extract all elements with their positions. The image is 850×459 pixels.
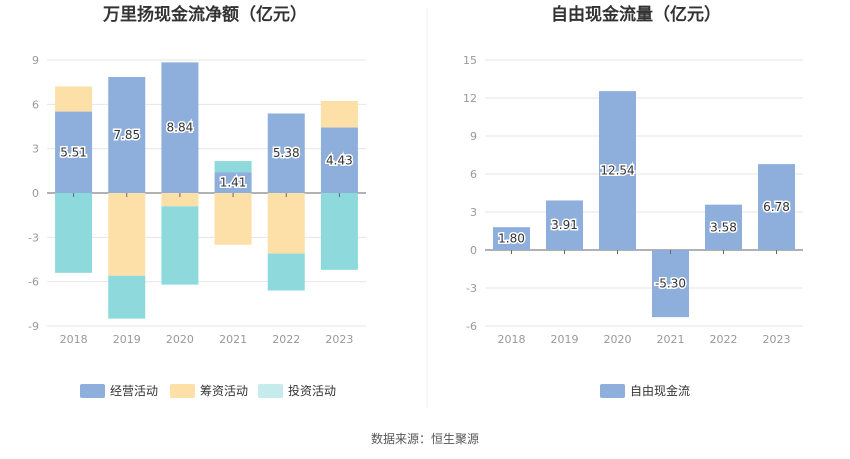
data-label: 12.54 — [600, 164, 634, 178]
source-label: 数据来源：恒生聚源 — [371, 431, 479, 446]
bar-自由现金流 — [705, 204, 742, 250]
y-tick-label: 6 — [32, 98, 39, 111]
bar-自由现金流 — [493, 227, 530, 250]
bar-经营活动 — [267, 113, 305, 193]
legend-swatch — [600, 384, 625, 398]
bar-投资活动 — [320, 193, 358, 270]
y-tick-label: -6 — [466, 320, 477, 333]
x-tick-label: 2021 — [657, 333, 685, 346]
bar-自由现金流 — [546, 200, 583, 250]
y-tick-label: 6 — [470, 168, 477, 181]
data-label: 4.43 — [326, 153, 353, 167]
bar-筹资活动 — [267, 193, 305, 254]
x-tick-label: 2020 — [604, 333, 632, 346]
y-tick-label: 12 — [463, 92, 477, 105]
bar-筹资活动 — [320, 100, 358, 128]
y-tick-label: 15 — [463, 54, 477, 67]
data-label: 1.80 — [498, 232, 525, 246]
legend-label: 筹资活动 — [200, 384, 248, 398]
x-tick-label: 2018 — [60, 333, 88, 346]
y-tick-label: 3 — [470, 206, 477, 219]
x-tick-label: 2019 — [551, 333, 579, 346]
bar-筹资活动 — [55, 86, 93, 112]
y-tick-label: 0 — [32, 187, 39, 200]
data-label: 6.78 — [763, 200, 790, 214]
bar-投资活动 — [214, 161, 252, 173]
data-label: 3.91 — [551, 218, 578, 232]
data-label: 5.38 — [273, 146, 300, 160]
legend-swatch — [170, 384, 195, 398]
data-label: 1.41 — [220, 176, 247, 190]
y-tick-label: -3 — [28, 231, 39, 244]
chart-title: 自由现金流量（亿元） — [551, 4, 721, 25]
bar-自由现金流 — [599, 91, 636, 250]
legend-swatch — [258, 384, 283, 398]
y-tick-label: 0 — [470, 244, 477, 257]
bar-投资活动 — [108, 275, 146, 319]
data-label: 8.84 — [167, 121, 194, 135]
x-tick-label: 2019 — [113, 333, 141, 346]
bar-自由现金流 — [652, 250, 689, 318]
data-label: 3.58 — [710, 220, 737, 234]
data-label: -5.30 — [655, 277, 686, 291]
x-tick-label: 2021 — [219, 333, 247, 346]
bar-经营活动 — [55, 111, 93, 193]
x-tick-label: 2022 — [710, 333, 738, 346]
y-tick-label: -9 — [28, 320, 39, 333]
y-tick-label: -3 — [466, 282, 477, 295]
chart-title: 万里扬现金流净额（亿元） — [102, 4, 307, 25]
y-tick-label: 3 — [32, 143, 39, 156]
bar-投资活动 — [267, 253, 305, 291]
x-tick-label: 2018 — [498, 333, 526, 346]
bar-自由现金流 — [758, 164, 795, 250]
y-tick-label: 9 — [470, 130, 477, 143]
data-label: 5.51 — [60, 145, 87, 159]
x-tick-label: 2023 — [763, 333, 791, 346]
legend-label: 经营活动 — [110, 384, 158, 398]
bar-筹资活动 — [108, 193, 146, 276]
data-label: 7.85 — [113, 128, 140, 142]
y-tick-label: -6 — [28, 276, 39, 289]
free-cashflow-chart: 自由现金流量（亿元） -6 -3 0 3 6 9 12 15 1.80 3.91 12.54 -5.30… — [463, 4, 803, 398]
bar-投资活动 — [161, 206, 199, 285]
legend-label: 投资活动 — [288, 383, 336, 398]
cashflow-net-chart: 万里扬现金流净额（亿元） -9 -6 -3 0 3 6 9 5.51 7.85 8.84 1.41 5.… — [28, 4, 366, 398]
legend-swatch — [80, 384, 105, 398]
x-tick-label: 2022 — [272, 333, 300, 346]
legend-label: 自由现金流 — [630, 383, 690, 398]
bar-筹资活动 — [161, 193, 199, 207]
bar-经营活动 — [214, 172, 252, 193]
bar-经营活动 — [320, 127, 358, 193]
y-tick-label: 9 — [32, 54, 39, 67]
bar-投资活动 — [55, 193, 93, 273]
bar-经营活动 — [108, 76, 146, 193]
bar-经营活动 — [161, 62, 199, 194]
bar-筹资活动 — [214, 193, 252, 245]
x-tick-label: 2023 — [325, 333, 353, 346]
x-tick-label: 2020 — [166, 333, 194, 346]
